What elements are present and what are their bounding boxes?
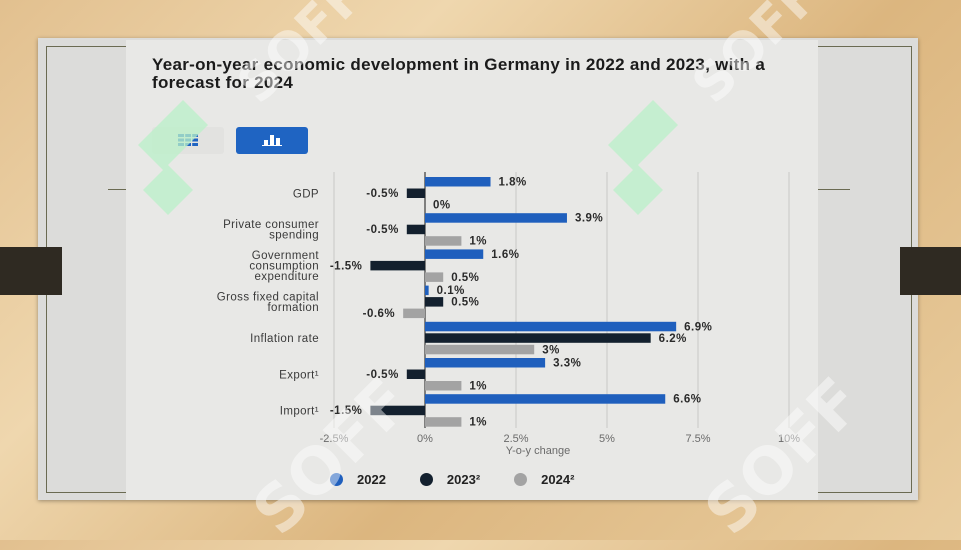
x-tick-label: 2.5% [503, 433, 528, 445]
data-label: -0.5% [366, 369, 399, 381]
side-tab-left [0, 247, 62, 295]
x-tick-label: 7.5% [685, 433, 710, 445]
data-label: 0.1% [437, 285, 465, 297]
frame-line-bottom-left [46, 492, 126, 493]
legend-dot-2022 [330, 473, 343, 486]
watermark-logo-icon [608, 100, 678, 215]
side-tab-right [900, 247, 961, 295]
x-tick-label: 10% [778, 433, 800, 445]
bar-2022 [425, 394, 666, 404]
legend-dot-2024 [514, 473, 528, 486]
data-label: 0.5% [451, 297, 479, 309]
category-label: Gross fixed capital [217, 292, 319, 304]
bar-2023 [425, 333, 651, 343]
x-tick-label: 0% [417, 433, 433, 445]
data-label: 3.9% [575, 213, 603, 225]
category-label: Import¹ [280, 405, 319, 417]
bar-2023 [406, 369, 425, 379]
watermark-logo-icon [138, 100, 208, 215]
bar-2024 [425, 236, 462, 246]
data-label: -0.6% [363, 308, 396, 320]
data-label: 1.8% [499, 177, 527, 189]
data-label: 6.9% [684, 321, 712, 333]
category-label: Inflation rate [250, 333, 319, 345]
category-label: GDP [293, 188, 319, 200]
bar-chart-icon [262, 135, 282, 146]
x-tick-label: 5% [599, 433, 615, 445]
data-label: -1.5% [330, 405, 363, 417]
bar-2024 [425, 272, 444, 282]
legend-item-2024[interactable]: 2024² [514, 472, 574, 487]
x-tick-label: -2.5% [320, 433, 349, 445]
bar-2022 [425, 177, 491, 187]
bar-2022 [425, 249, 484, 259]
category-label: Export¹ [279, 369, 319, 381]
x-axis-label: Y-o-y change [506, 445, 570, 457]
data-label: 1% [469, 381, 487, 393]
chart-title: Year-on-year economic development in Ger… [152, 55, 766, 92]
category-label: consumption [249, 261, 319, 273]
frame-line-mid-right [818, 189, 850, 190]
legend-item-2023[interactable]: 2023² [419, 472, 481, 487]
bar-2023 [406, 188, 425, 198]
bar-2023 [370, 405, 425, 416]
bar-2022 [425, 213, 567, 223]
data-label: 3% [542, 344, 560, 356]
bar-2023 [425, 297, 444, 307]
category-label: expenditure [255, 271, 320, 283]
data-label: -0.5% [366, 224, 399, 236]
data-label: 3.3% [553, 358, 581, 370]
legend-dot-2023 [419, 473, 433, 486]
data-label: -0.5% [366, 188, 399, 200]
data-label: 0% [433, 200, 451, 212]
bar-2024 [425, 381, 462, 391]
bar-2024 [425, 417, 462, 427]
data-label: 0.5% [451, 272, 479, 284]
bar-2022 [425, 358, 546, 368]
legend-label-2024: 2024² [541, 472, 575, 487]
data-label: 1.6% [491, 249, 519, 261]
bar-2022 [425, 285, 429, 296]
chart-view-button[interactable] [236, 127, 308, 154]
chart-legend: 2022 2023² 2024² [330, 472, 574, 487]
bar-2022 [425, 321, 677, 332]
bar-2024 [403, 308, 425, 319]
legend-label-2023: 2023² [446, 472, 481, 487]
frame-line-top-left [46, 46, 126, 47]
data-label: 1% [469, 236, 487, 248]
category-label: Private consumer [223, 219, 319, 231]
bar-2023 [370, 260, 425, 271]
chart-card [126, 40, 818, 500]
bar-2024 [425, 344, 535, 355]
data-label: -1.5% [330, 260, 363, 272]
category-label: Government [252, 250, 320, 262]
category-label: spending [269, 230, 319, 242]
category-label: formation [267, 302, 319, 314]
data-label: 1% [469, 417, 487, 429]
frame-line-bottom-right [818, 492, 912, 493]
data-label: 6.2% [659, 333, 687, 345]
legend-label-2022: 2022 [357, 472, 386, 487]
bar-2023 [406, 224, 425, 235]
frame-line-top-right [818, 46, 912, 47]
frame-line-mid-left [108, 189, 126, 190]
data-label: 6.6% [673, 394, 701, 406]
legend-item-2022[interactable]: 2022 [330, 472, 386, 487]
